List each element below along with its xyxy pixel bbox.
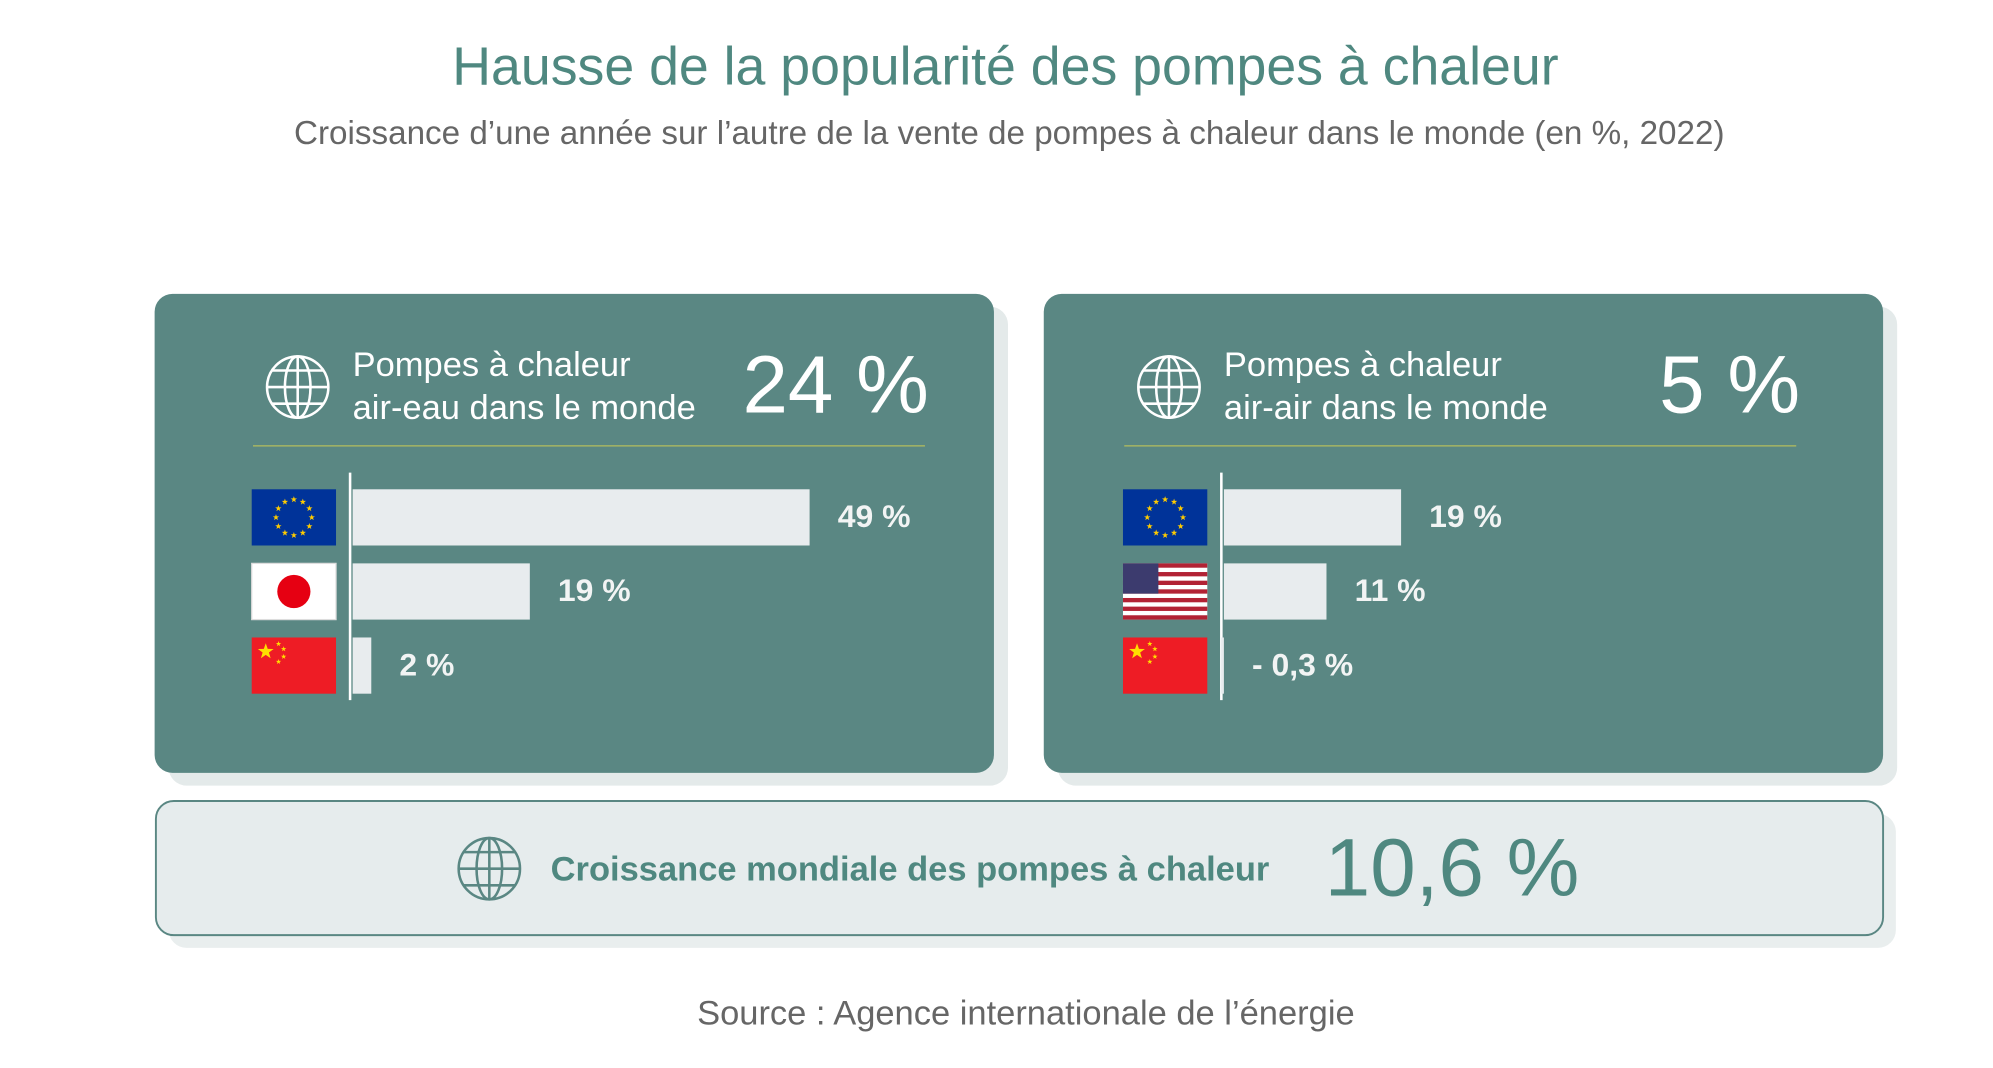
bar (352, 563, 530, 620)
flag-star (290, 531, 298, 538)
flag-star (1177, 523, 1184, 530)
flag-stripe (1122, 597, 1208, 603)
value-label: 19 % (1429, 498, 1502, 534)
flag-star (272, 514, 280, 521)
flag-star (299, 498, 306, 505)
value-label: 11 % (1355, 572, 1426, 608)
panel-title: air-eau dans le monde (353, 389, 696, 427)
flag-star (275, 641, 282, 647)
flag-star (290, 496, 298, 503)
headline: 5 % (1659, 340, 1800, 431)
flag-star (1177, 505, 1184, 512)
flag-cn (1122, 637, 1208, 694)
flag-jp (251, 562, 337, 621)
source: Source : Agence internationale de l’éner… (697, 995, 1355, 1033)
flag-stripe (1122, 615, 1208, 620)
flag-bg (1122, 637, 1208, 694)
flag-stripe (1122, 580, 1208, 586)
panel-title: Pompes à chaleur (353, 346, 631, 384)
headline: 24 % (742, 340, 928, 431)
global-label: Croissance mondiale des pompes à chaleur (551, 850, 1270, 888)
bar (352, 637, 372, 694)
flag-star (1144, 514, 1151, 521)
value-label: - 0,3 % (1252, 646, 1353, 682)
bar (1223, 563, 1327, 620)
bar (1221, 637, 1224, 694)
flag-star (1129, 643, 1145, 659)
flag-canton (1122, 563, 1159, 594)
flag-star (299, 529, 306, 536)
flag-eu (1122, 489, 1208, 546)
flag-star (1152, 646, 1158, 652)
value-label: 2 % (399, 646, 454, 682)
flag-stripe (1122, 572, 1208, 577)
globe-parallels (272, 369, 324, 405)
globe-icon (1137, 355, 1201, 420)
flag-star (1147, 641, 1153, 647)
globe-icon (457, 836, 522, 901)
flag-star (1153, 529, 1160, 536)
flag-star (306, 505, 313, 512)
flag-star (308, 514, 315, 521)
flag-star (1179, 514, 1187, 521)
panel (1043, 293, 1884, 773)
bar (352, 489, 810, 546)
title: Hausse de la popularité des pompes à cha… (452, 36, 1558, 96)
globe-icon (265, 355, 330, 420)
flag-stripe (1122, 589, 1208, 594)
flag-stripe (1122, 606, 1208, 611)
value-label: 19 % (558, 572, 631, 608)
flag-star (280, 646, 287, 652)
panel-title: Pompes à chaleur (1224, 346, 1502, 384)
flag-stripe (1122, 563, 1208, 568)
flag-star (275, 505, 282, 512)
flag-eu (251, 489, 337, 546)
flag-star (1170, 498, 1178, 505)
flag-cn (251, 637, 337, 694)
flag-star (275, 523, 282, 530)
globe-parallels (1143, 369, 1195, 405)
value-label: 49 % (838, 498, 911, 534)
flag-star (280, 653, 287, 659)
flag-us (1122, 563, 1208, 620)
flag-star (1146, 505, 1153, 512)
global-box (154, 800, 1885, 937)
panel-title: air-air dans le monde (1224, 389, 1548, 427)
flag-bg (251, 637, 337, 694)
flag-star (257, 643, 274, 659)
flag-star (1152, 653, 1158, 659)
bar (1223, 489, 1402, 546)
flag-star (306, 523, 313, 530)
flag-star (1153, 498, 1160, 505)
flag-star (281, 529, 289, 536)
flag-star (1170, 529, 1178, 536)
flag-star (275, 658, 282, 665)
flag-star (1147, 658, 1153, 665)
global-value: 10,6 % (1325, 822, 1580, 913)
subtitle: Croissance d’une année sur l’autre de la… (294, 115, 1724, 152)
flag-sun (277, 574, 311, 609)
flag-star (281, 498, 289, 505)
flag-star (1146, 523, 1153, 530)
flag-star (1161, 496, 1169, 503)
flag-star (1161, 531, 1169, 538)
